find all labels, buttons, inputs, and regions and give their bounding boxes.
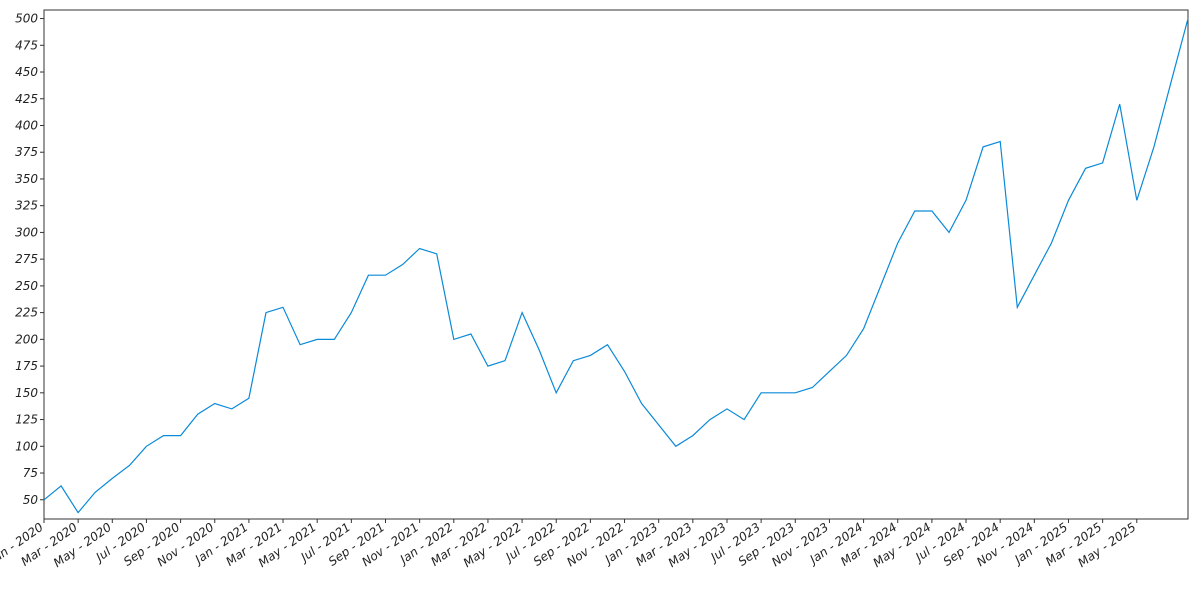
y-tick-label: 300 xyxy=(15,225,38,239)
y-tick-label: 50 xyxy=(23,493,39,507)
y-tick-label: 100 xyxy=(15,439,38,453)
y-tick-label: 400 xyxy=(15,118,38,132)
y-tick-label: 350 xyxy=(15,172,38,186)
y-tick-label: 200 xyxy=(15,332,38,346)
y-tick-label: 500 xyxy=(15,12,38,26)
plot-frame xyxy=(43,9,1189,520)
y-tick-label: 125 xyxy=(15,413,38,427)
y-tick-label: 275 xyxy=(15,252,38,266)
y-tick-label: 150 xyxy=(15,386,38,400)
y-tick-label: 450 xyxy=(15,65,38,79)
y-tick-label: 250 xyxy=(15,279,38,293)
y-tick-label: 175 xyxy=(15,359,38,373)
y-tick-label: 375 xyxy=(15,145,38,159)
price-line xyxy=(43,18,1189,514)
y-tick-label: 75 xyxy=(23,466,38,480)
y-tick-label: 225 xyxy=(15,306,38,320)
y-tick-label: 425 xyxy=(15,92,38,106)
y-tick-label: 325 xyxy=(15,199,38,213)
y-tick-label: 475 xyxy=(15,38,38,52)
